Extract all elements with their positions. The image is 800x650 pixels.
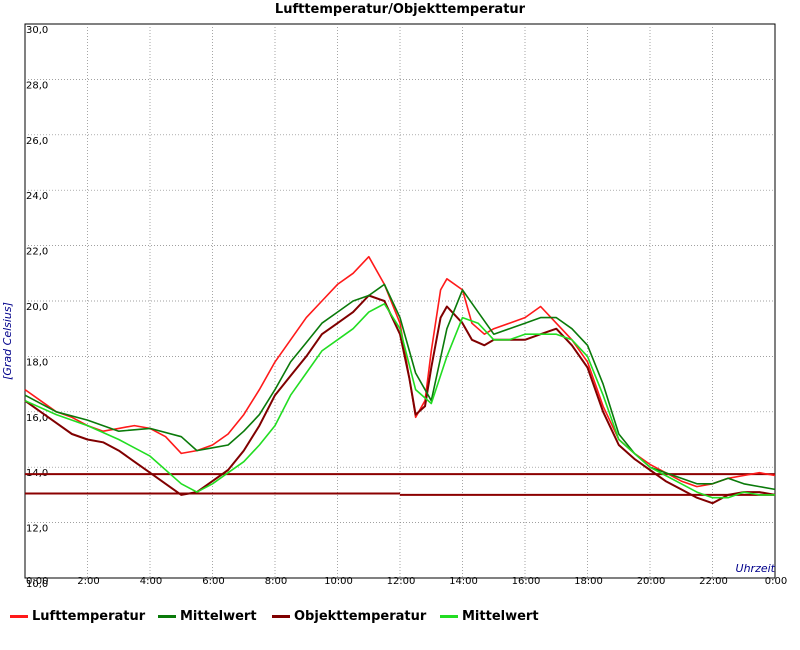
x-tick-label: 20:00 — [637, 576, 666, 587]
legend-label: Mittelwert — [462, 608, 539, 624]
reference-lines — [25, 473, 775, 496]
legend-swatch — [10, 614, 28, 618]
series-line-objekt — [24, 294, 776, 505]
y-tick-label: 20,0 — [26, 302, 48, 313]
x-axis-ticks: 0:00 2:00 4:00 6:00 8:00 10:00 12:00 14:00 16:00… — [26, 576, 787, 587]
x-tick-label: 16:00 — [512, 576, 541, 587]
chart-title: Lufttemperatur/Objekttemperatur — [275, 2, 526, 17]
legend-item-objekttemperatur: Objekttemperatur — [272, 606, 426, 626]
legend-label: Objekttemperatur — [294, 608, 427, 624]
y-axis-label: [Grad Celsius] — [1, 302, 14, 380]
x-tick-label: 0:00 — [765, 576, 787, 587]
y-tick-label: 18,0 — [26, 357, 48, 368]
legend-swatch — [440, 614, 458, 618]
series-lines — [24, 255, 776, 505]
legend-item-lufttemperatur: Lufttemperatur — [10, 606, 145, 626]
y-tick-label: 28,0 — [26, 80, 48, 91]
x-tick-label: 18:00 — [574, 576, 603, 587]
x-tick-label: 4:00 — [140, 576, 162, 587]
y-tick-label: 16,0 — [26, 413, 48, 424]
series-line-luft-mittel — [24, 283, 776, 491]
legend-item-mittelwert-luft: Mittelwert — [158, 606, 257, 626]
x-tick-label: 12:00 — [387, 576, 416, 587]
legend-item-mittelwert-objekt: Mittelwert — [440, 606, 539, 626]
x-tick-label: 2:00 — [77, 576, 99, 587]
x-tick-label: 0:00 — [26, 576, 48, 587]
series-line-objekt-mittel — [24, 302, 775, 499]
legend-swatch — [272, 614, 290, 618]
y-tick-label: 24,0 — [26, 191, 48, 202]
y-tick-label: 26,0 — [26, 136, 48, 147]
y-tick-label: 30,0 — [26, 25, 48, 36]
x-axis-label: Uhrzeit — [736, 562, 776, 575]
legend-label: Lufttemperatur — [32, 608, 146, 624]
chart-legend: Lufttemperatur Mittelwert Objekttemperat… — [0, 606, 800, 630]
x-tick-label: 6:00 — [202, 576, 224, 587]
legend-label: Mittelwert — [180, 608, 257, 624]
y-tick-label: 10,0 — [26, 579, 48, 590]
legend-swatch — [158, 614, 176, 618]
x-tick-label: 14:00 — [449, 576, 478, 587]
x-tick-label: 10:00 — [324, 576, 353, 587]
y-tick-label: 22,0 — [26, 247, 48, 258]
y-tick-label: 12,0 — [26, 524, 48, 535]
x-tick-label: 8:00 — [265, 576, 287, 587]
x-tick-label: 22:00 — [699, 576, 728, 587]
